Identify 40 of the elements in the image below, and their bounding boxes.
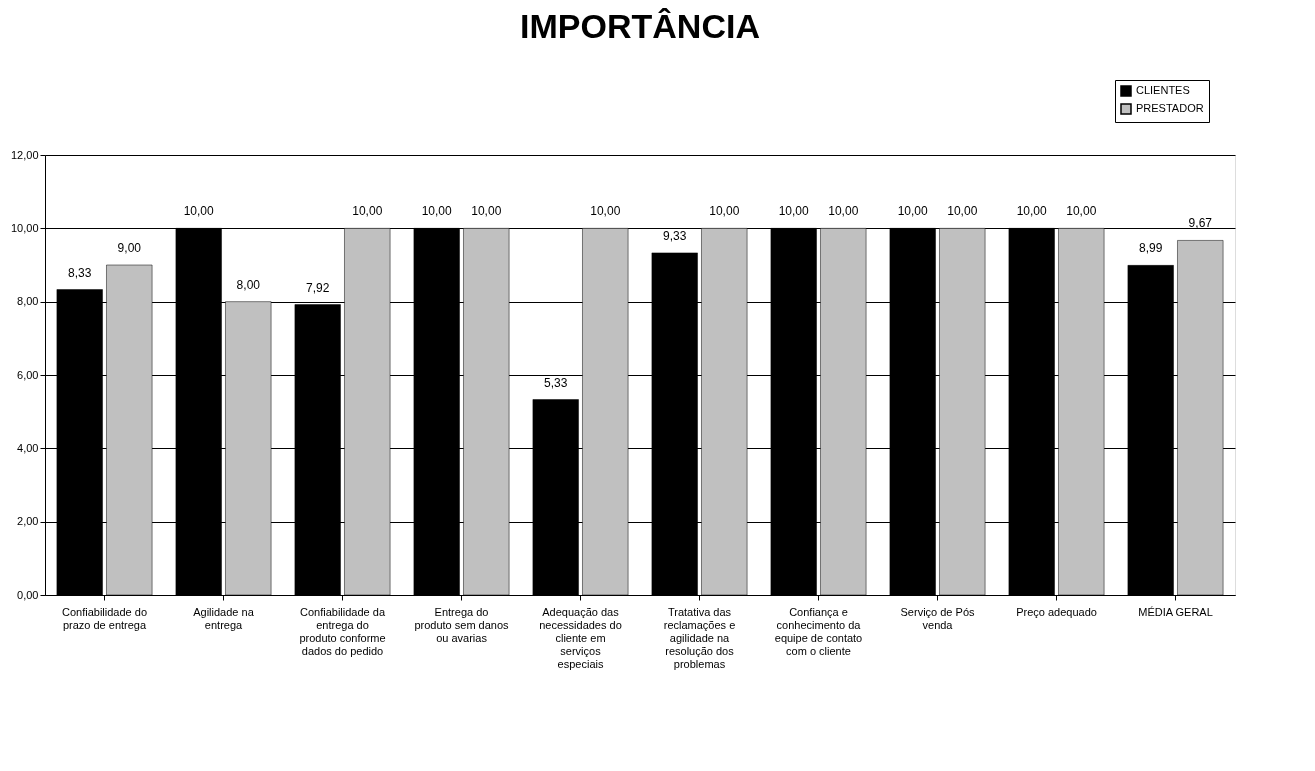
- x-tick-label: Confiança e conhecimento da equipe de contato com o cliente: [774, 605, 863, 657]
- data-label: 5,33: [544, 375, 568, 390]
- y-tick-label: 0,00: [17, 588, 39, 601]
- y-tick-label: 8,00: [17, 295, 39, 308]
- data-label: 8,00: [236, 277, 261, 292]
- x-tick-label: MÉDIA GERAL: [1138, 605, 1213, 618]
- data-label: 10,00: [828, 204, 859, 219]
- x-tick-label: Agilidade na entrega: [193, 605, 255, 631]
- data-label: 7,92: [306, 280, 330, 295]
- data-label: 10,00: [897, 204, 929, 219]
- data-label: 10,00: [1016, 204, 1048, 219]
- data-label: 10,00: [1066, 204, 1097, 219]
- data-label: 9,00: [117, 241, 142, 255]
- x-tick-label: Tratativa das reclamações e agilidade na resolução dos problemas: [663, 605, 736, 670]
- data-label: 10,00: [352, 204, 383, 219]
- chart-title: IMPORTÂNCIA: [520, 6, 760, 45]
- legend-label: CLIENTES: [1136, 84, 1190, 96]
- y-tick-label: 12,00: [10, 148, 39, 161]
- x-tick-label: Adequação das necessidades do cliente em serviços especiais: [539, 605, 622, 670]
- data-label: 8,99: [1139, 241, 1163, 256]
- data-label: 10,00: [421, 204, 453, 219]
- y-tick-label: 6,00: [17, 368, 39, 381]
- x-tick-label: Entrega do produto sem danos ou avarias: [414, 605, 510, 644]
- data-label: 10,00: [778, 204, 810, 219]
- data-label: 9,67: [1188, 216, 1213, 231]
- data-label: 10,00: [947, 204, 978, 219]
- y-tick-label: 4,00: [17, 441, 39, 454]
- data-label: 8,33: [68, 265, 92, 280]
- legend-label: PRESTADOR: [1136, 102, 1204, 114]
- x-tick-label: Preço adequado: [1016, 605, 1097, 618]
- y-tick-label: 10,00: [10, 221, 39, 234]
- data-label: 10,00: [590, 204, 621, 219]
- x-tick-label: Confiabilidade da entrega do produto conforme dados do pedido: [299, 605, 386, 657]
- y-tick-label: 2,00: [17, 515, 39, 528]
- data-label: 9,33: [663, 228, 687, 243]
- data-label: 10,00: [471, 204, 502, 219]
- data-label: 10,00: [709, 204, 740, 219]
- x-tick-label: Confiabilidade do prazo de entrega: [61, 605, 148, 631]
- x-tick-label: Serviço de Pós venda: [900, 605, 975, 631]
- data-label: 10,00: [183, 204, 215, 219]
